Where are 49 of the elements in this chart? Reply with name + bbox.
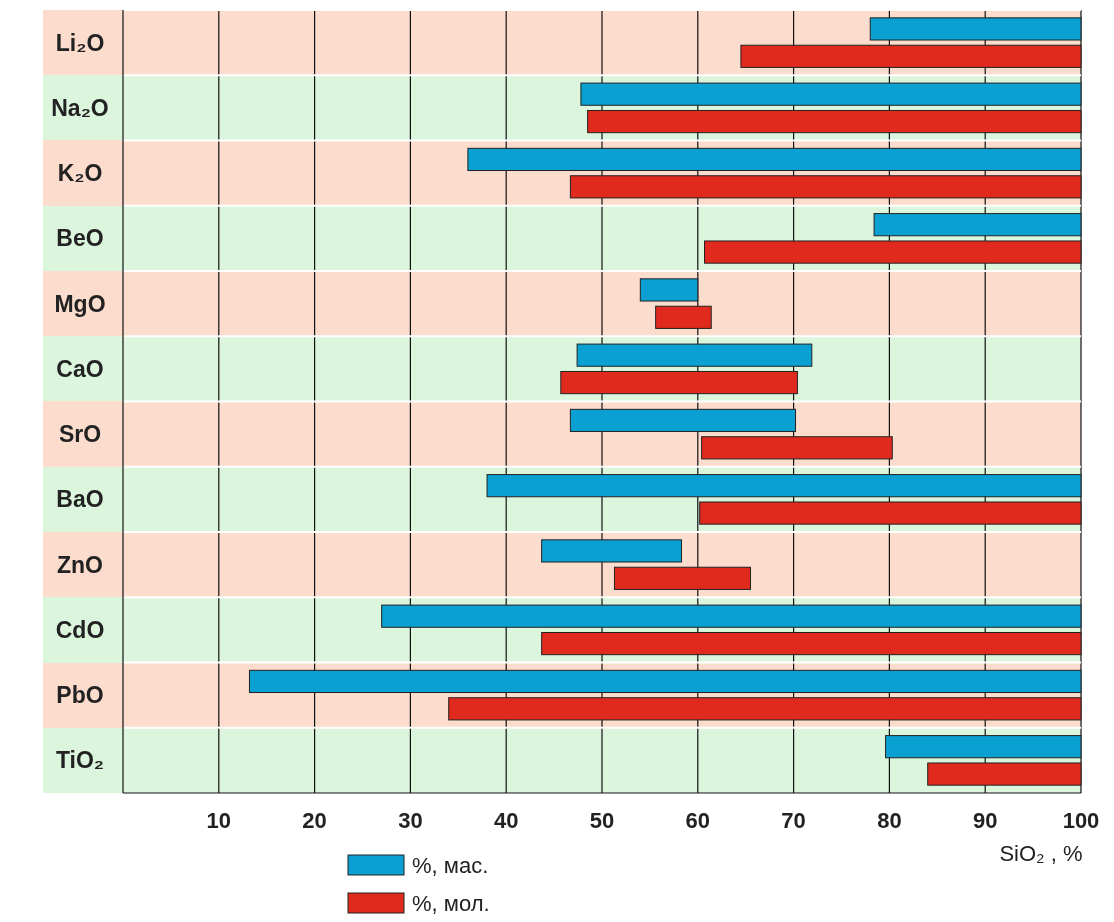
x-tick-label: 70 xyxy=(781,808,806,833)
legend-label: %, мол. xyxy=(412,891,490,916)
bar xyxy=(381,604,1082,628)
bar xyxy=(613,566,751,590)
bar xyxy=(448,697,1082,721)
x-tick-label: 50 xyxy=(589,808,615,833)
x-tick-label: 40 xyxy=(493,808,519,833)
bar xyxy=(248,669,1082,694)
y-tick-label: MgO xyxy=(54,290,106,317)
x-tick-label: 90 xyxy=(972,808,998,833)
bar xyxy=(927,762,1082,786)
bar xyxy=(639,278,699,302)
bar xyxy=(740,44,1082,68)
bar xyxy=(486,474,1082,498)
y-tick-label: ZnO xyxy=(57,551,103,578)
y-tick-label: Li₂O xyxy=(55,29,105,56)
bar xyxy=(704,240,1082,264)
y-tick-label: BaO xyxy=(56,486,104,513)
x-tick-label: 60 xyxy=(685,808,711,833)
bar xyxy=(569,408,797,433)
legend-label: %, мас. xyxy=(412,853,489,878)
y-tick-label: CaO xyxy=(56,355,104,382)
bar xyxy=(873,213,1082,237)
y-tick-label: K₂O xyxy=(57,160,103,187)
y-tick-label: CdO xyxy=(55,616,105,643)
x-tick-label: 30 xyxy=(398,808,423,833)
bar xyxy=(655,305,712,329)
x-tick-label: 10 xyxy=(206,808,232,833)
y-tick-label: TiO₂ xyxy=(55,747,105,774)
x-tick-label: 100 xyxy=(1062,808,1100,833)
bar xyxy=(701,436,893,460)
bar xyxy=(576,343,813,367)
y-tick-label: SrO xyxy=(58,421,102,448)
bar xyxy=(869,17,1082,41)
bar xyxy=(560,370,798,395)
bar xyxy=(587,109,1082,134)
bar xyxy=(541,539,683,563)
bar xyxy=(580,82,1082,106)
x-axis-title: SiO₂ , % xyxy=(999,841,1083,866)
bar xyxy=(885,735,1082,759)
bar xyxy=(569,175,1082,199)
y-tick-label: PbO xyxy=(56,682,104,709)
bar xyxy=(541,631,1082,656)
x-tick-label: 80 xyxy=(877,808,902,833)
x-tick-label: 20 xyxy=(302,808,327,833)
y-tick-label: BeO xyxy=(56,225,104,252)
y-tick-label: Na₂O xyxy=(51,94,109,121)
bar xyxy=(699,501,1082,525)
bar xyxy=(467,147,1082,172)
